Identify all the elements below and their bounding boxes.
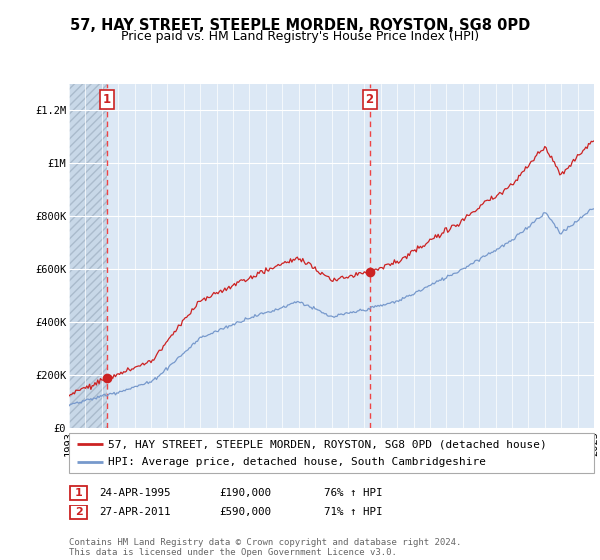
Text: 57, HAY STREET, STEEPLE MORDEN, ROYSTON, SG8 0PD: 57, HAY STREET, STEEPLE MORDEN, ROYSTON,… [70, 18, 530, 33]
Text: 2: 2 [75, 507, 82, 517]
FancyBboxPatch shape [70, 486, 87, 500]
Text: 76% ↑ HPI: 76% ↑ HPI [324, 488, 383, 498]
FancyBboxPatch shape [70, 505, 87, 520]
Text: Contains HM Land Registry data © Crown copyright and database right 2024.
This d: Contains HM Land Registry data © Crown c… [69, 538, 461, 557]
Text: 27-APR-2011: 27-APR-2011 [99, 507, 170, 517]
Text: Price paid vs. HM Land Registry's House Price Index (HPI): Price paid vs. HM Land Registry's House … [121, 30, 479, 43]
Text: 24-APR-1995: 24-APR-1995 [99, 488, 170, 498]
Text: 1: 1 [103, 93, 111, 106]
Text: 71% ↑ HPI: 71% ↑ HPI [324, 507, 383, 517]
FancyBboxPatch shape [69, 433, 594, 473]
Text: HPI: Average price, detached house, South Cambridgeshire: HPI: Average price, detached house, Sout… [109, 457, 487, 467]
Text: £190,000: £190,000 [219, 488, 271, 498]
Text: £590,000: £590,000 [219, 507, 271, 517]
Text: 2: 2 [365, 93, 374, 106]
Text: 57, HAY STREET, STEEPLE MORDEN, ROYSTON, SG8 0PD (detached house): 57, HAY STREET, STEEPLE MORDEN, ROYSTON,… [109, 439, 547, 449]
Text: 1: 1 [75, 488, 82, 498]
